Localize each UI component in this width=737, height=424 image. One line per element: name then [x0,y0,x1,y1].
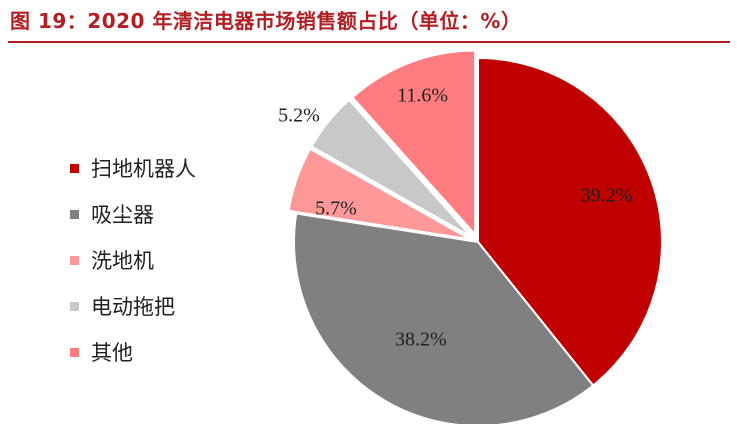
legend-item: 其他 [70,329,196,375]
pie-slice [310,98,473,238]
legend-item: 吸尘器 [70,191,196,237]
data-label: 11.6% [397,85,448,107]
title-underline [8,41,730,43]
legend-label: 扫地机器人 [91,157,196,181]
chart-title: 图 19：2020 年清洁电器市场销售额占比（单位：%） [10,9,522,33]
legend-label: 吸尘器 [91,203,154,227]
data-label: 38.2% [395,328,447,350]
pie-slice [477,56,663,387]
legend: 扫地机器人 吸尘器 洗地机 电动拖把 其他 [70,145,196,375]
legend-swatch [70,163,79,173]
pie-slice [287,147,471,241]
data-label: 39.2% [581,184,633,206]
data-label: 5.7% [315,198,357,220]
legend-label: 其他 [91,341,133,365]
legend-item: 洗地机 [70,237,196,283]
legend-swatch [70,209,79,219]
legend-swatch [70,301,79,311]
pie-slice [293,212,595,424]
pie-slice [351,49,477,238]
legend-label: 电动拖把 [91,295,175,319]
data-label: 5.2% [278,105,320,127]
legend-item: 电动拖把 [70,283,196,329]
legend-swatch [70,347,79,357]
legend-label: 洗地机 [91,249,154,273]
legend-item: 扫地机器人 [70,145,196,191]
legend-swatch [70,255,79,265]
